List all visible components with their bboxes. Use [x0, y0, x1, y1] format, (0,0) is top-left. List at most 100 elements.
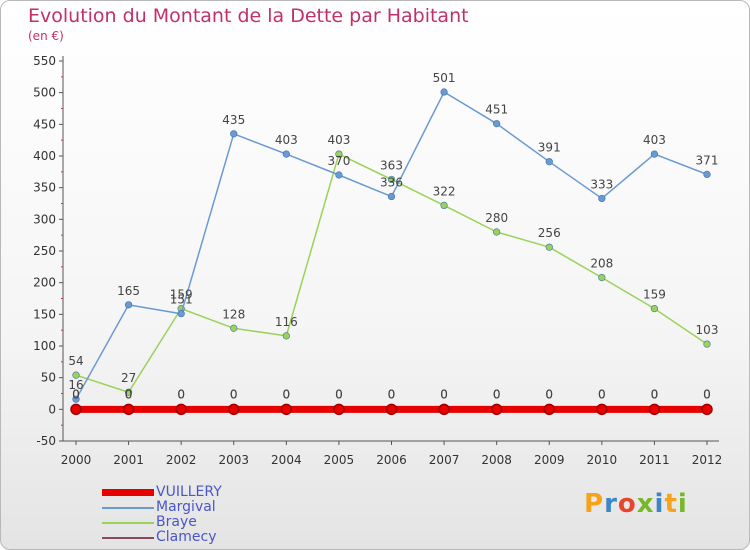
y-tick-label: 500 [33, 86, 56, 100]
x-tick-label: 2005 [324, 453, 355, 467]
logo-letter: t [664, 489, 678, 519]
legend-label-margival: Margival [156, 499, 216, 515]
data-point [493, 228, 501, 236]
data-label: 403 [275, 133, 298, 147]
y-tick-label: 50 [41, 371, 56, 385]
legend-item-margival: Margival [102, 499, 322, 515]
logo-letter: r [604, 489, 618, 519]
logo-letter: o [617, 489, 637, 519]
data-point [701, 403, 713, 416]
data-label: 336 [380, 176, 403, 190]
data-point [282, 150, 290, 158]
x-tick-label: 2002 [166, 453, 197, 467]
data-point [72, 395, 80, 403]
data-label: 435 [222, 113, 245, 127]
data-label: 0 [283, 387, 291, 401]
data-point [335, 171, 343, 179]
y-tick-label: 450 [33, 117, 56, 131]
data-label: 0 [545, 387, 553, 401]
data-label: 159 [170, 288, 193, 302]
data-point [648, 403, 661, 416]
data-point [440, 201, 448, 209]
data-point [333, 403, 345, 416]
data-label: 0 [230, 387, 238, 401]
data-point [230, 130, 238, 138]
data-label: 403 [643, 133, 666, 147]
data-label: 0 [388, 387, 396, 401]
data-label: 103 [696, 323, 719, 337]
data-point [598, 274, 606, 282]
data-label: 0 [177, 387, 185, 401]
data-label: 0 [440, 387, 448, 401]
legend-label-vuillery: VUILLERY [156, 484, 222, 500]
data-label: 0 [651, 387, 659, 401]
data-point [596, 403, 608, 416]
data-point [70, 403, 82, 416]
data-label: 322 [433, 184, 456, 198]
data-point [545, 243, 553, 251]
data-label: 0 [703, 387, 711, 401]
data-label: 0 [651, 387, 659, 401]
data-label: 54 [68, 354, 83, 368]
data-label: 208 [590, 257, 613, 271]
data-point [177, 310, 185, 318]
data-label: 256 [538, 226, 561, 240]
data-label: 128 [222, 307, 245, 321]
data-label: 501 [433, 71, 456, 85]
data-point [490, 403, 503, 416]
data-label: 165 [117, 284, 140, 298]
y-tick-label: 200 [33, 276, 56, 290]
data-point [175, 403, 187, 416]
y-tick-label: -50 [36, 434, 56, 448]
data-label: 0 [335, 387, 343, 401]
legend-item-vuillery: VUILLERY [102, 484, 322, 500]
data-label: 0 [388, 387, 396, 401]
data-label: 451 [485, 103, 508, 117]
legend-item-braye: Braye [102, 514, 322, 530]
legend: VUILLERY Margival Braye Clamecy [102, 484, 322, 545]
data-point [124, 388, 133, 396]
x-tick-label: 2010 [587, 453, 618, 467]
data-point [438, 403, 450, 416]
logo-letter: i [654, 489, 665, 519]
y-tick-label: 100 [33, 339, 56, 353]
proxiti-logo: Proxiti [584, 489, 688, 519]
x-tick-label: 2003 [218, 453, 249, 467]
logo-letter: P [584, 489, 605, 519]
legend-swatch-vuillery [102, 489, 154, 496]
data-point [650, 305, 659, 313]
data-label: 116 [275, 315, 298, 329]
data-label: 0 [703, 387, 711, 401]
data-label: 0 [125, 387, 133, 401]
data-point [282, 332, 290, 340]
chart-title: Evolution du Montant de la Dette par Hab… [28, 5, 469, 27]
chart-subtitle: (en €) [28, 29, 64, 43]
data-label: 0 [283, 387, 291, 401]
x-tick-label: 2007 [429, 453, 460, 467]
y-tick-label: 250 [33, 244, 56, 258]
x-tick-label: 2012 [692, 453, 723, 467]
data-label: 0 [335, 387, 343, 401]
data-label: 280 [485, 211, 508, 225]
data-label: 0 [598, 387, 606, 401]
y-tick-label: 350 [33, 181, 56, 195]
data-label: 403 [327, 133, 350, 147]
data-point [124, 301, 133, 309]
legend-label-braye: Braye [156, 514, 197, 530]
data-label: 27 [121, 371, 136, 385]
data-point [545, 158, 553, 166]
data-point [335, 150, 343, 158]
data-point [703, 340, 711, 348]
data-point [228, 403, 240, 416]
data-label: 16 [68, 378, 83, 392]
y-tick-label: 550 [33, 54, 56, 68]
y-tick-label: 0 [48, 402, 56, 416]
data-point [72, 371, 80, 379]
data-point [387, 175, 396, 184]
data-label: 151 [170, 293, 193, 307]
data-label: 391 [538, 141, 561, 155]
x-tick-label: 2000 [61, 453, 92, 467]
data-point [703, 170, 711, 178]
